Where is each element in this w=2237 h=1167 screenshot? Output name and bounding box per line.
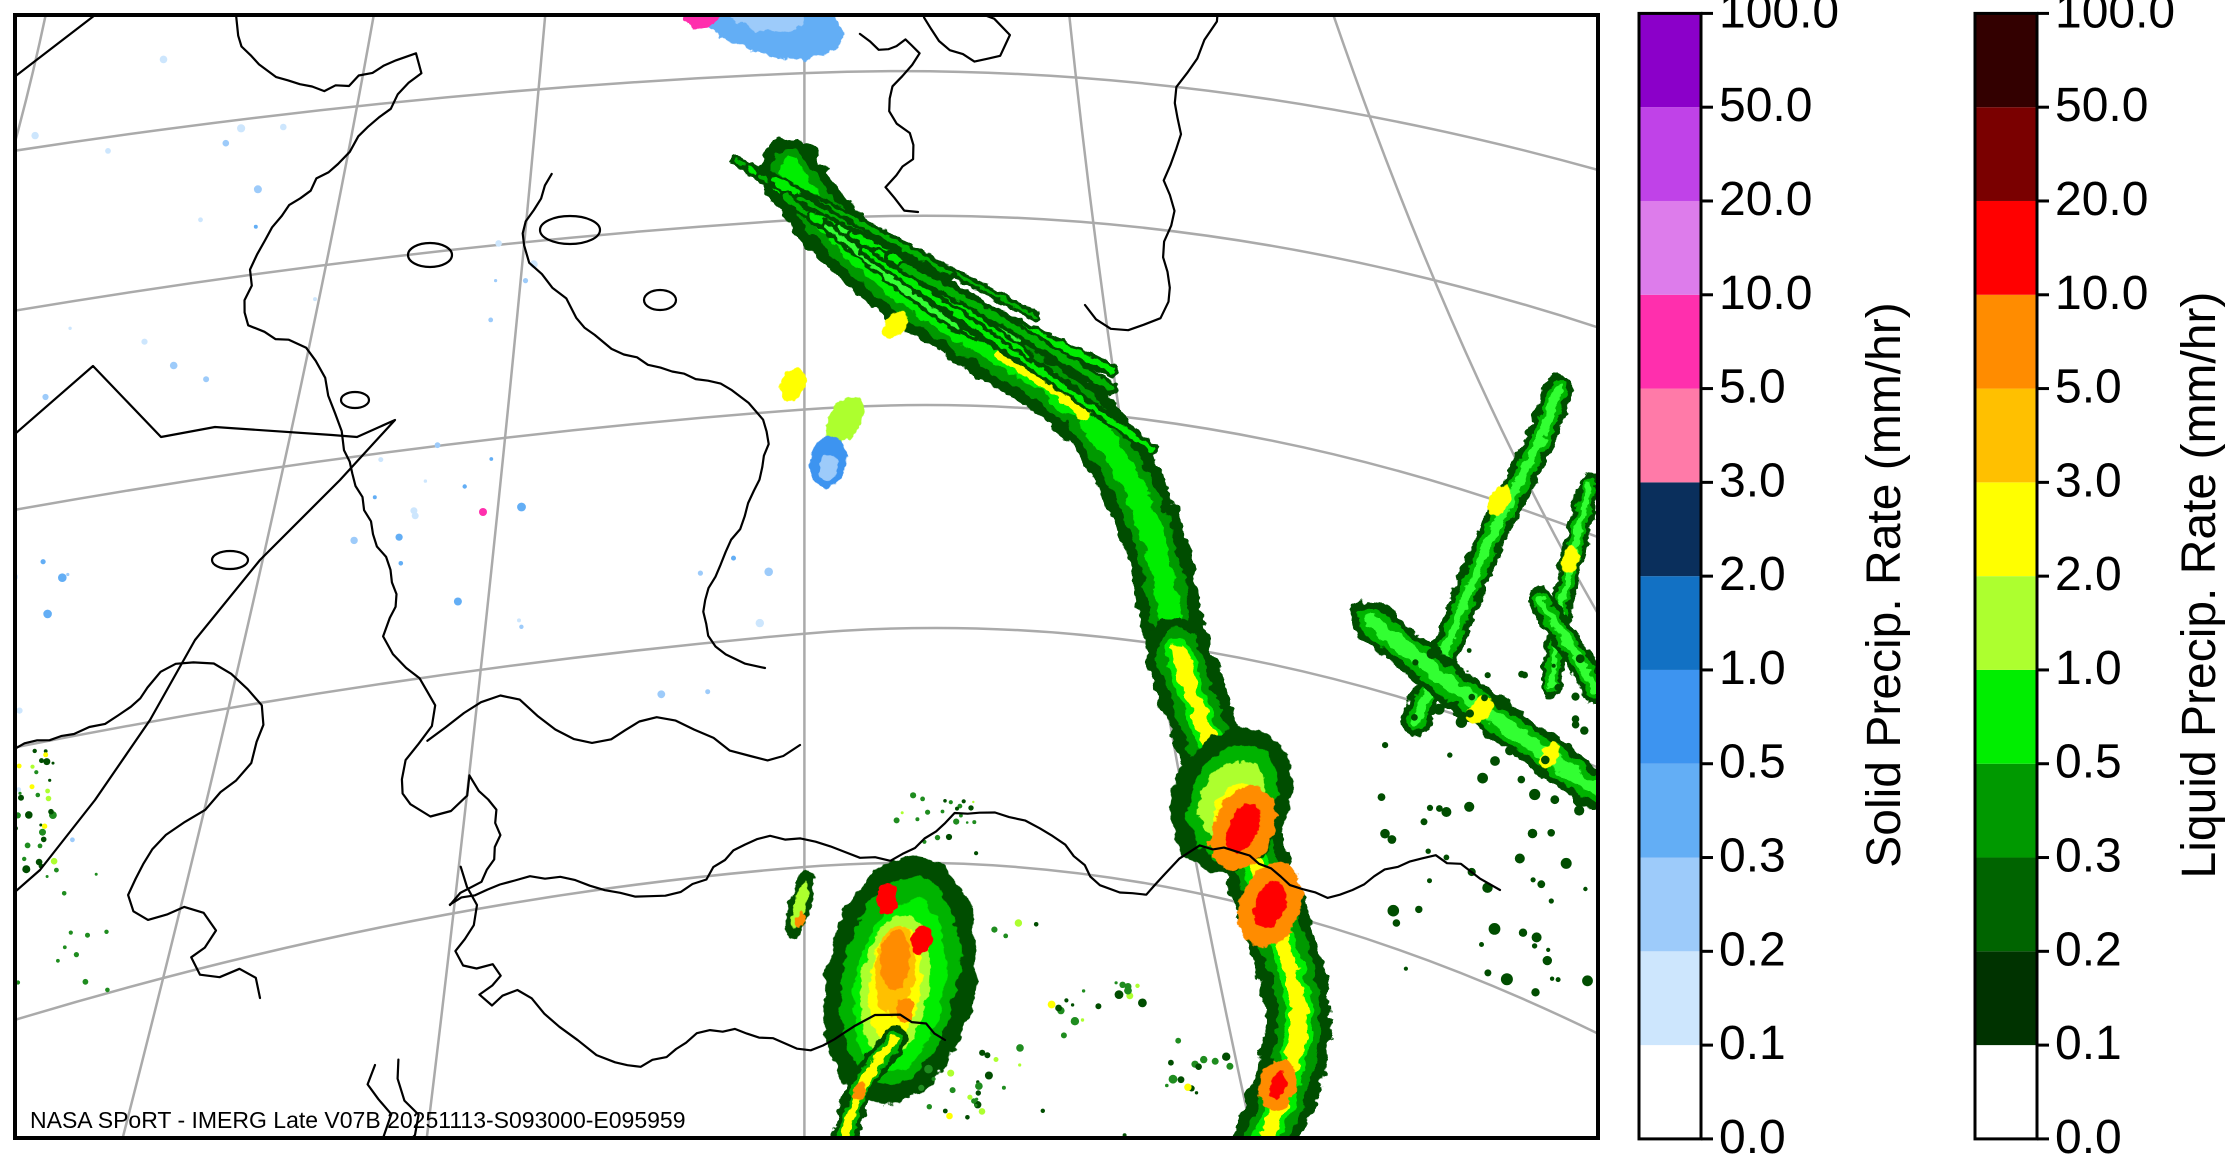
- svg-text:Solid Precip. Rate (mm/hr): Solid Precip. Rate (mm/hr): [1858, 302, 1911, 867]
- svg-text:100.0: 100.0: [1719, 0, 1839, 38]
- svg-text:2.0: 2.0: [2055, 548, 2122, 601]
- svg-text:0.3: 0.3: [1719, 830, 1786, 883]
- svg-text:0.0: 0.0: [2055, 1111, 2122, 1164]
- svg-text:0.5: 0.5: [1719, 736, 1786, 789]
- svg-text:NASA SPoRT - IMERG Late V07B 2: NASA SPoRT - IMERG Late V07B 20251113-S0…: [30, 1107, 686, 1133]
- svg-text:1.0: 1.0: [2055, 642, 2122, 695]
- svg-text:20.0: 20.0: [2055, 173, 2148, 226]
- svg-text:5.0: 5.0: [1719, 361, 1786, 414]
- svg-text:Liquid Precip. Rate (mm/hr): Liquid Precip. Rate (mm/hr): [2173, 292, 2226, 879]
- svg-text:0.0: 0.0: [1719, 1111, 1786, 1164]
- svg-text:1.0: 1.0: [1719, 642, 1786, 695]
- svg-text:0.1: 0.1: [1719, 1017, 1786, 1070]
- svg-text:3.0: 3.0: [2055, 454, 2122, 507]
- svg-text:0.2: 0.2: [2055, 923, 2122, 976]
- svg-text:0.1: 0.1: [2055, 1017, 2122, 1070]
- svg-text:10.0: 10.0: [1719, 267, 1812, 320]
- svg-text:5.0: 5.0: [2055, 361, 2122, 414]
- svg-text:3.0: 3.0: [1719, 454, 1786, 507]
- svg-text:50.0: 50.0: [2055, 79, 2148, 132]
- svg-text:0.3: 0.3: [2055, 830, 2122, 883]
- svg-text:50.0: 50.0: [1719, 79, 1812, 132]
- svg-text:20.0: 20.0: [1719, 173, 1812, 226]
- svg-text:10.0: 10.0: [2055, 267, 2148, 320]
- svg-text:0.5: 0.5: [2055, 736, 2122, 789]
- svg-text:100.0: 100.0: [2055, 0, 2175, 38]
- svg-text:0.2: 0.2: [1719, 923, 1786, 976]
- svg-text:2.0: 2.0: [1719, 548, 1786, 601]
